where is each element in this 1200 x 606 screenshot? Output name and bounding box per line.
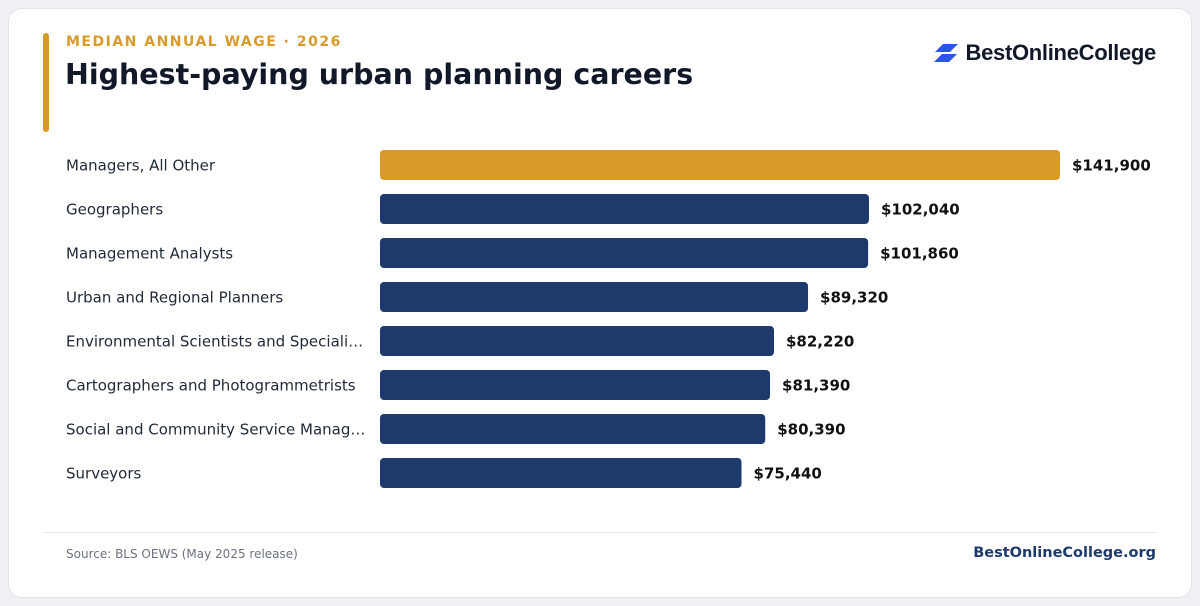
- category-label: Surveyors: [66, 465, 142, 483]
- stacked-parallelogram-logo-icon: [933, 43, 958, 62]
- brand-name: BestOnlineCollege: [965, 40, 1157, 65]
- bar: [380, 282, 809, 312]
- chart-title: Highest-paying urban planning careers: [65, 58, 694, 91]
- chart-kicker: MEDIAN ANNUAL WAGE · 2026: [66, 34, 342, 50]
- bar: [380, 414, 766, 444]
- site-link[interactable]: BestOnlineCollege.org: [973, 545, 1156, 561]
- value-label: $141,900: [1072, 157, 1151, 175]
- accent-bar: [43, 33, 49, 132]
- bar: [380, 238, 869, 268]
- value-label: $101,860: [880, 245, 959, 263]
- value-label: $80,390: [777, 421, 845, 439]
- footer-divider: [44, 532, 1156, 533]
- bar: [380, 326, 775, 356]
- bar: [380, 370, 771, 400]
- category-label: Urban and Regional Planners: [66, 289, 283, 307]
- category-label: Geographers: [66, 201, 163, 219]
- value-label: $75,440: [754, 465, 822, 483]
- category-label: Environmental Scientists and Speciali…: [66, 333, 363, 351]
- value-label: $82,220: [786, 333, 854, 351]
- category-label: Management Analysts: [66, 245, 233, 263]
- bar: [380, 458, 742, 488]
- category-label: Managers, All Other: [66, 157, 216, 175]
- category-label: Social and Community Service Manag…: [66, 421, 365, 439]
- highlight-bar: [380, 150, 1060, 180]
- source-note: Source: BLS OEWS (May 2025 release): [66, 547, 298, 561]
- value-label: $89,320: [820, 289, 888, 307]
- bar: [380, 194, 869, 224]
- category-label: Cartographers and Photogrammetrists: [66, 377, 356, 395]
- value-label: $81,390: [782, 377, 850, 395]
- value-label: $102,040: [881, 201, 960, 219]
- brand-logo: BestOnlineCollege: [933, 40, 1157, 66]
